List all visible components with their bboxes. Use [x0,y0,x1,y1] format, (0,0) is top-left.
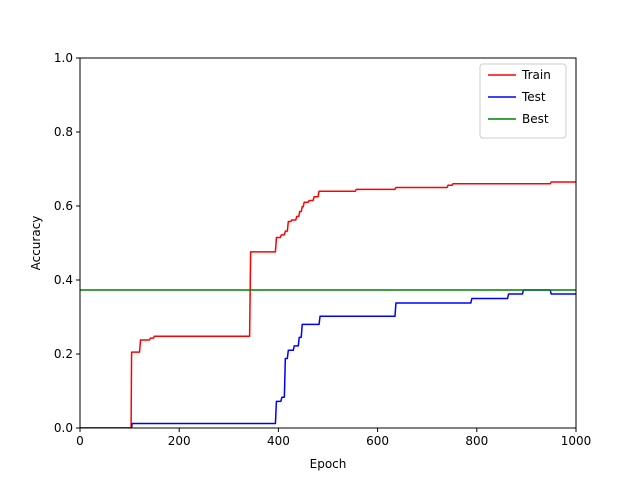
x-axis-label: Epoch [310,457,347,471]
series-line-train [80,181,576,428]
x-tick-label: 0 [76,434,84,448]
x-tick-label: 600 [366,434,389,448]
y-tick-label: 0.8 [54,125,73,139]
legend: Train Test Best [479,63,567,139]
x-axis: 0 200 400 600 800 1000 [76,428,591,448]
series-group [80,181,576,428]
y-tick-label: 0.2 [54,347,73,361]
y-axis-label: Accuracy [29,216,43,271]
y-tick-label: 0.0 [54,421,73,435]
x-tick-label: 1000 [561,434,592,448]
y-tick-label: 0.4 [54,273,73,287]
legend-label-test: Test [521,90,546,104]
x-tick-label: 800 [465,434,488,448]
plot-frame [79,57,577,429]
legend-label-best: Best [522,112,549,126]
x-tick-label: 400 [267,434,290,448]
x-tick-label: 200 [168,434,191,448]
y-tick-label: 0.6 [54,199,73,213]
legend-label-train: Train [521,68,551,82]
y-axis: 0.0 0.2 0.4 0.6 0.8 1.0 [54,51,80,435]
plot-area [79,57,577,429]
series-line-test [80,289,576,428]
y-tick-label: 1.0 [54,51,73,65]
